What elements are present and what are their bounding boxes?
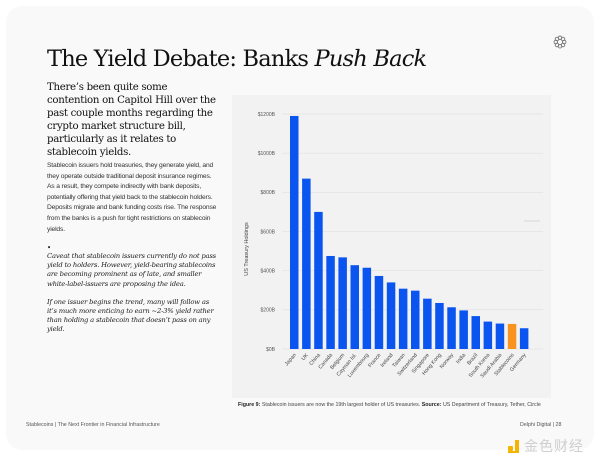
bar-south-korea	[483, 321, 493, 349]
lead-paragraph: There’s been quite some contention on Ca…	[47, 82, 216, 158]
bar-luxembourg	[362, 267, 372, 349]
bar-stablecoins	[507, 323, 517, 349]
y-tick-label: $600B	[261, 229, 276, 235]
bar-ireland	[386, 282, 396, 349]
x-tick-label: UK	[301, 352, 311, 362]
title-italic: Push Back	[314, 46, 428, 72]
bar-hong-kong	[435, 302, 444, 349]
watermark: 金色财经	[508, 436, 584, 456]
page-title: The Yield Debate: Banks Push Back	[47, 46, 428, 72]
bullet-marker: •	[47, 244, 51, 252]
bar-china	[314, 211, 323, 349]
bar-chart: $0B $200B $400B $600B $800B $1000B $1200B US T…	[244, 112, 543, 379]
title-main: The Yield Debate: Banks	[47, 46, 315, 72]
watermark-logo-icon	[508, 439, 520, 453]
watermark-text: 金色财经	[524, 439, 584, 455]
figure-caption: Figure 9: Stablecoin issuers are now the…	[238, 402, 541, 408]
y-tick-label: $200B	[261, 308, 276, 314]
bar-uk	[302, 178, 311, 349]
caption-source: US Department of Treasury, Tether, Circl…	[441, 402, 541, 408]
bar-norway	[447, 307, 456, 349]
bar-japan	[290, 115, 299, 349]
bar-saudi-arabia	[495, 323, 505, 349]
caveat-note: Caveat that stablecoin issuers currently…	[47, 252, 216, 288]
bar-india	[459, 310, 468, 349]
bar-canada	[326, 255, 335, 349]
y-tick-label: $400B	[261, 268, 276, 274]
bar-taiwan	[398, 288, 408, 349]
trend-note: If one issuer begins the trend, many wil…	[47, 297, 214, 334]
footer-title: Stablecoins | The Next Frontier in Finan…	[26, 422, 160, 428]
x-tick-label: Norway	[439, 352, 455, 370]
bar-singapore	[423, 298, 432, 349]
caption-label: Figure 9:	[238, 402, 261, 408]
y-tick-label: $1000B	[258, 151, 276, 157]
footer-page-number: Delphi Digital | 28	[520, 422, 562, 428]
bar-france	[374, 275, 384, 349]
caption-source-label: Source:	[421, 402, 442, 408]
flower-ring-icon	[553, 35, 567, 49]
caption-text: Stablecoin issuers are now the 19th larg…	[260, 402, 422, 408]
chart-panel: $0B $200B $400B $600B $800B $1000B $1200B US T…	[232, 95, 551, 398]
body-paragraph: Stablecoin issuers hold treasuries, they…	[47, 162, 217, 233]
bar-germany	[519, 328, 529, 349]
bar-brazil	[471, 316, 480, 349]
bar-switzerland	[411, 290, 420, 349]
caveat-notes: • Caveat that stablecoin issuers current…	[47, 245, 219, 344]
y-axis-label: US Treasury Holdings	[244, 222, 250, 276]
x-tick-label: Japan	[284, 352, 298, 367]
bar-cayman-isl-	[350, 265, 359, 349]
y-tick-label: $800B	[261, 190, 276, 196]
y-tick-label: $1200B	[258, 112, 276, 118]
bar-belgium	[338, 257, 347, 349]
y-tick-label: $0B	[266, 347, 276, 353]
